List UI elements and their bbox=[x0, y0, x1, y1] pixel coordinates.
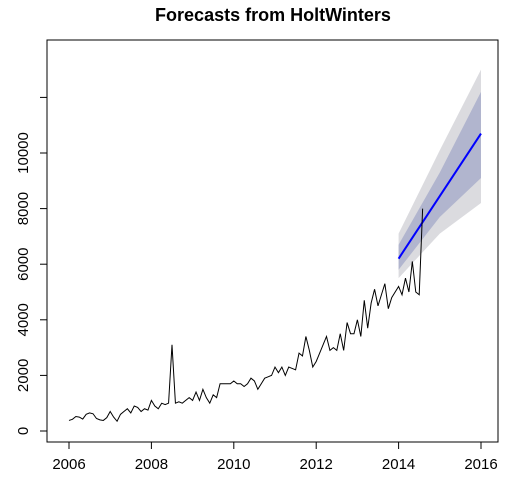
y-axis: 0 2000 4000 6000 8000 10000 bbox=[15, 96, 48, 435]
observed-series-line bbox=[68, 208, 424, 423]
forecast-mean-line bbox=[397, 132, 482, 260]
x-tick-label: 2016 bbox=[464, 456, 497, 473]
x-tick-label: 2010 bbox=[217, 456, 250, 473]
y-tick-label: 10000 bbox=[15, 132, 32, 174]
x-tick-label: 2008 bbox=[135, 456, 168, 473]
x-axis: 2006 2008 2010 2012 2014 2016 bbox=[52, 441, 498, 473]
y-tick-label: 8000 bbox=[15, 192, 32, 225]
x-tick-label: 2014 bbox=[382, 456, 415, 473]
x-tick-label: 2006 bbox=[52, 456, 85, 473]
x-tick-label: 2012 bbox=[300, 456, 333, 473]
y-tick-label: 2000 bbox=[15, 359, 32, 392]
y-tick-label: 6000 bbox=[15, 248, 32, 281]
y-tick-label: 4000 bbox=[15, 303, 32, 336]
forecast-band-80 bbox=[398, 91, 481, 270]
chart-title: Forecasts from HoltWinters bbox=[155, 5, 391, 25]
y-tick-label: 0 bbox=[15, 427, 32, 435]
